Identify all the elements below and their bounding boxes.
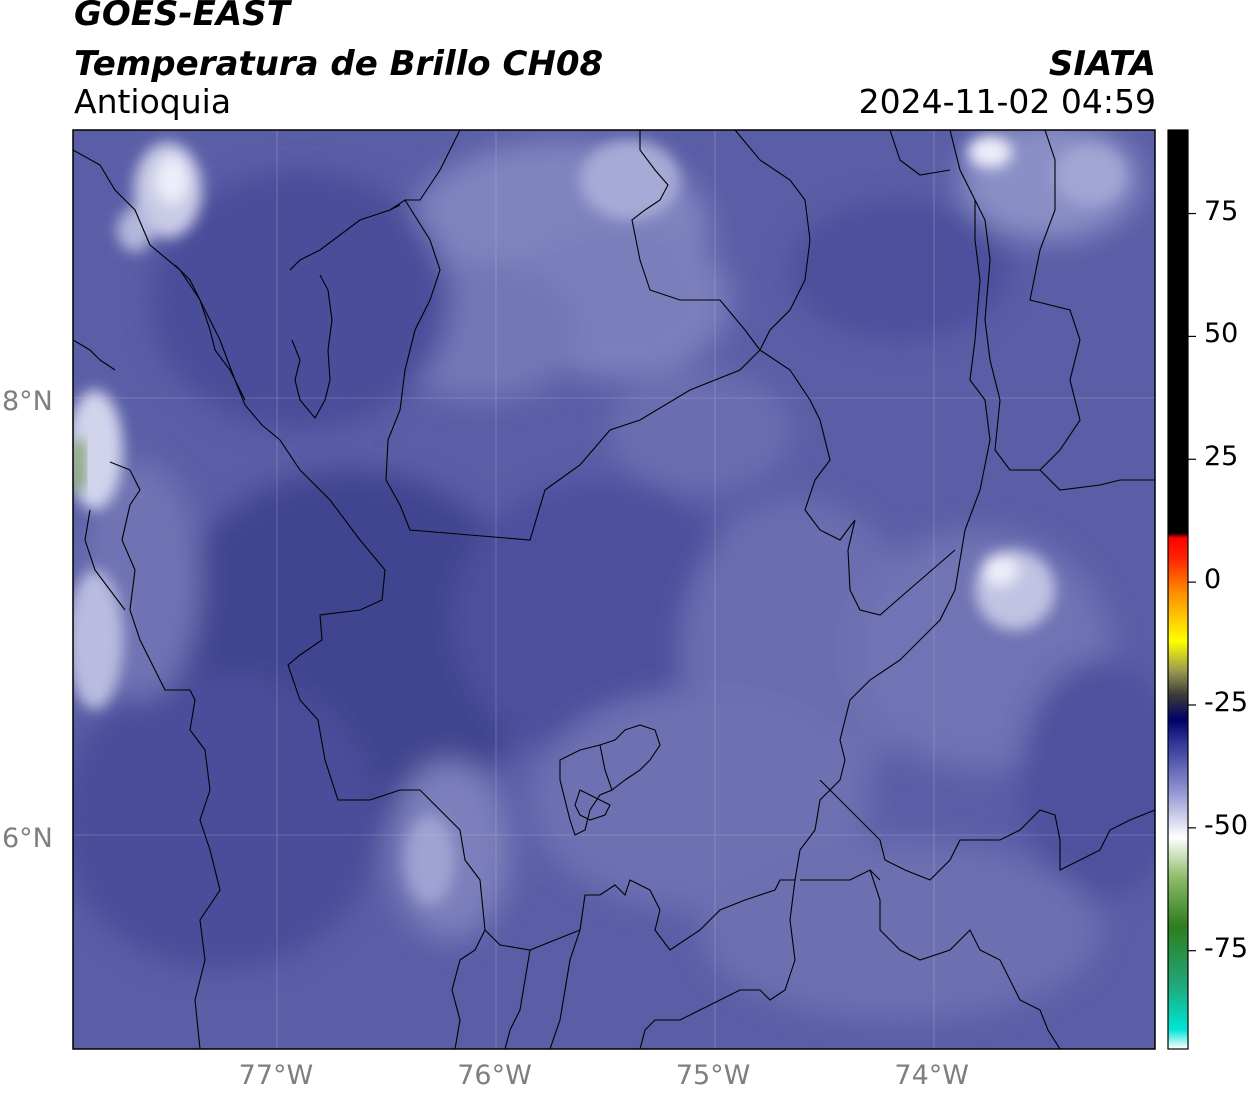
gridlines [73, 130, 1155, 1049]
colorbar-tick-label: 0 [1204, 564, 1222, 596]
colorbar-tick-label: -50 [1204, 809, 1249, 841]
colorbar-tick-label: -75 [1204, 932, 1249, 964]
colorbar-tick-label: 75 [1204, 195, 1239, 227]
satellite-image [73, 130, 1155, 1049]
colorbar-tick-label: 50 [1204, 318, 1239, 350]
boundaries [73, 130, 1155, 1049]
colorbar-tick-label: 25 [1204, 441, 1239, 473]
lon-tick-label: 75°W [675, 1060, 751, 1091]
map-title: GOES-EAST [74, 0, 290, 34]
colorbar-tick-label: -25 [1204, 686, 1249, 718]
lat-tick-label: 6°N [2, 823, 53, 855]
colorbar [1167, 129, 1196, 1050]
colorbar-frame [1167, 129, 1189, 1050]
timestamp-label: 2024-11-02 04:59 [858, 82, 1156, 121]
map-subtitle: Temperatura de Brillo CH08 [74, 44, 604, 84]
map-frame [72, 129, 1156, 1050]
lon-tick-label: 77°W [238, 1060, 314, 1091]
colorbar-ticks [1188, 212, 1196, 952]
brand-label: SIATA [1048, 44, 1156, 84]
region-label: Antioquia [74, 82, 232, 121]
lon-tick-label: 74°W [894, 1060, 969, 1091]
lat-tick-label: 8°N [2, 385, 53, 417]
colorbar-gradient [1168, 130, 1188, 1049]
lon-tick-label: 76°W [457, 1060, 532, 1091]
